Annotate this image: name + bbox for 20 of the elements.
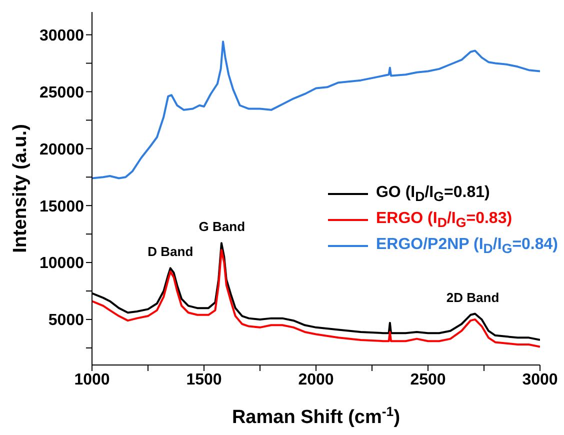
x-tick-label: 2500 <box>410 371 446 388</box>
line-series <box>92 40 540 180</box>
legend-label: GO (I$_{D}$/I$_{G}$=0.81) <box>376 184 490 204</box>
annotation: 2D Band <box>446 290 500 305</box>
x-tick-label: 3000 <box>522 371 558 388</box>
x-axis-title: Raman Shift (cm$^{-1}$) <box>232 404 400 428</box>
y-tick-label: 30000 <box>40 27 84 44</box>
y-tick-label: 15000 <box>40 198 84 216</box>
annotation: G Band <box>198 219 246 234</box>
legend-label: ERGO (I$_{D}$/I$_{G}$=0.83) <box>376 210 512 230</box>
y-tick-label: 5000 <box>48 312 84 330</box>
annotation: D Band <box>148 244 194 260</box>
y-tick-label: 20000 <box>40 141 84 158</box>
legend-label: ERGO/P2NP (I$_{D}$/I$_{G}$=0.84) <box>376 236 558 257</box>
x-tick-label: 1500 <box>186 371 222 388</box>
y-axis-title: Intensity (a.u.) <box>10 124 31 253</box>
x-tick-label: 2000 <box>298 371 334 388</box>
y-tick-label: 10000 <box>40 255 84 272</box>
x-tick-label: 1000 <box>74 371 110 388</box>
y-tick-label: 25000 <box>40 84 84 102</box>
